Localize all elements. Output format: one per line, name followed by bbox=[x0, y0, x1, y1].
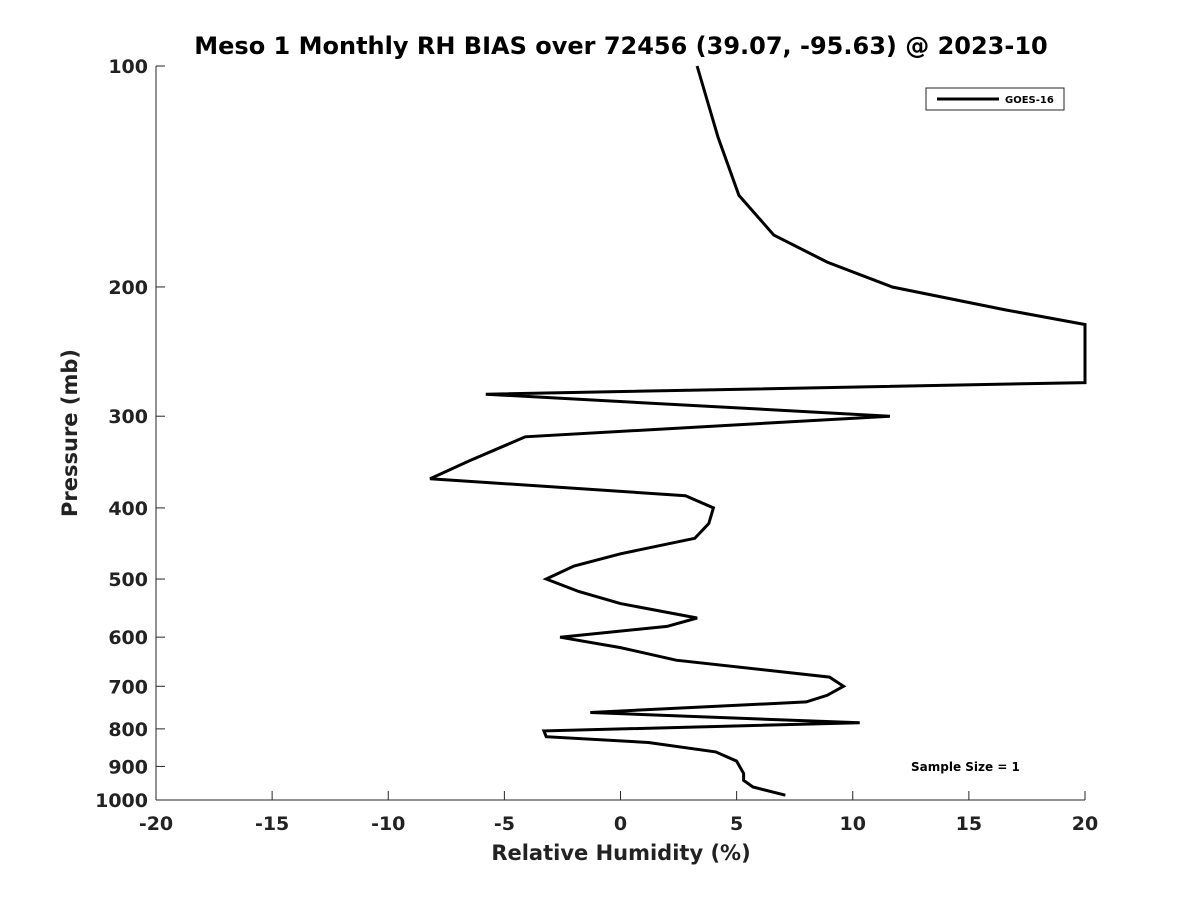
x-tick-label: -10 bbox=[371, 813, 405, 835]
x-axis-ticks: -20 -15 -10 -5 0 5 10 15 20 bbox=[139, 791, 1098, 835]
y-tick-label: 600 bbox=[108, 627, 148, 649]
x-tick-label: 0 bbox=[614, 813, 627, 835]
plot-area: -20 -15 -10 -5 0 5 10 15 20 100 200 300 400 500 600 70… bbox=[95, 56, 1098, 835]
legend-label-goes-16: GOES-16 bbox=[1005, 95, 1054, 106]
y-tick-label: 200 bbox=[108, 277, 148, 299]
y-tick-label: 800 bbox=[108, 719, 148, 741]
x-axis-label: Relative Humidity (%) bbox=[491, 841, 750, 865]
y-tick-label: 400 bbox=[108, 498, 148, 520]
x-tick-label: -15 bbox=[255, 813, 289, 835]
y-tick-label: 1000 bbox=[95, 790, 148, 812]
x-tick-label: 5 bbox=[730, 813, 743, 835]
chart-title: Meso 1 Monthly RH BIAS over 72456 (39.07… bbox=[194, 32, 1047, 60]
series-layer bbox=[429, 65, 1087, 797]
y-tick-label: 900 bbox=[108, 756, 148, 778]
y-tick-label: 300 bbox=[108, 406, 148, 428]
legend: GOES-16 bbox=[925, 87, 1065, 111]
series-line-goes-16 bbox=[429, 65, 1087, 797]
x-tick-label: 15 bbox=[956, 813, 982, 835]
sample-size-annotation: Sample Size = 1 bbox=[911, 760, 1020, 774]
x-tick-label: -20 bbox=[139, 813, 173, 835]
x-tick-label: 10 bbox=[840, 813, 866, 835]
y-tick-label: 700 bbox=[108, 676, 148, 698]
y-axis-label: Pressure (mb) bbox=[58, 349, 82, 517]
y-tick-label: 100 bbox=[108, 56, 148, 78]
y-tick-label: 500 bbox=[108, 569, 148, 591]
x-tick-label: -5 bbox=[494, 813, 515, 835]
y-axis-ticks: 100 200 300 400 500 600 700 800 900 1000 bbox=[95, 56, 165, 812]
x-tick-label: 20 bbox=[1072, 813, 1098, 835]
